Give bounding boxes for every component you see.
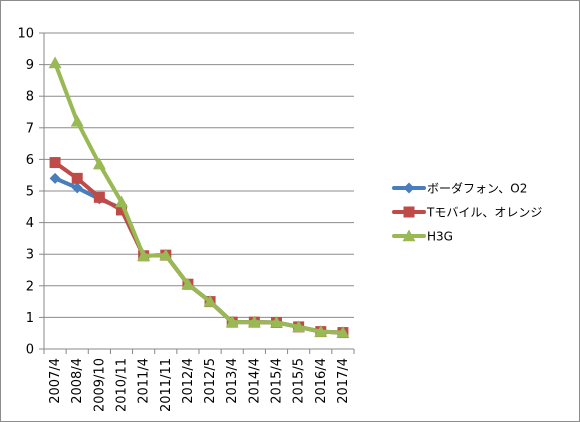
x-tick-label: 2007/4 — [48, 358, 63, 404]
x-tick-label: 2010/11 — [115, 358, 130, 412]
legend-entry-2: Tモバイル、オレンジ — [392, 206, 542, 220]
data-point — [181, 277, 195, 290]
x-tick-label: 2008/4 — [70, 358, 85, 404]
data-point — [116, 204, 127, 216]
y-tick-label: 1 — [26, 311, 34, 326]
x-tick-label: 2016/4 — [314, 358, 329, 404]
y-tick-label: 0 — [26, 343, 34, 358]
series-2 — [49, 157, 349, 339]
x-tick-label: 2013/4 — [225, 358, 240, 404]
y-tick-label: 5 — [26, 185, 34, 200]
legend-label: ボーダフォン、O2 — [427, 181, 527, 196]
x-tick-label: 2015/4 — [270, 358, 285, 404]
data-point — [49, 157, 61, 169]
y-tick-label: 10 — [17, 27, 34, 42]
x-tick-label: 2017/4 — [336, 358, 351, 404]
y-tick-label: 6 — [26, 153, 34, 168]
data-point — [92, 157, 106, 170]
data-point — [71, 172, 83, 184]
data-point — [225, 315, 239, 328]
y-tick-label: 8 — [26, 90, 34, 105]
data-point — [137, 249, 151, 261]
y-tick-label: 3 — [26, 248, 34, 263]
legend-marker — [403, 206, 415, 218]
data-point — [71, 182, 83, 194]
x-tick-label: 2011/11 — [159, 358, 174, 412]
y-tick-label: 4 — [26, 216, 34, 231]
data-point — [203, 295, 217, 307]
legend-entry-1: ボーダフォン、O2 — [392, 181, 527, 196]
data-point — [93, 191, 105, 203]
y-tick-label: 2 — [26, 279, 34, 294]
x-tick-label: 2015/5 — [292, 358, 307, 404]
legend-marker — [402, 229, 416, 242]
data-point — [115, 195, 128, 208]
data-point — [247, 315, 261, 328]
y-tick-label: 7 — [26, 121, 34, 136]
series-line — [53, 61, 345, 335]
legend-marker — [403, 182, 415, 194]
data-point — [49, 172, 61, 184]
series-3 — [48, 56, 350, 338]
x-tick-label: 2011/4 — [137, 358, 152, 404]
x-tick-label: 2009/10 — [92, 358, 107, 412]
data-point — [70, 114, 84, 127]
legend-label: Tモバイル、オレンジ — [426, 206, 542, 220]
series-line — [53, 160, 345, 335]
x-tick-label: 2014/4 — [247, 358, 262, 404]
data-point — [314, 325, 328, 337]
data-point — [270, 315, 283, 328]
y-tick-label: 9 — [26, 58, 34, 73]
data-point — [48, 56, 62, 69]
legend-entry-3: H3G — [392, 229, 453, 244]
x-tick-label: 2012/5 — [203, 358, 218, 404]
data-point — [159, 248, 173, 261]
x-tick-label: 2012/4 — [181, 358, 196, 404]
legend-label: H3G — [427, 230, 453, 244]
data-point — [292, 320, 306, 333]
data-point — [336, 326, 350, 338]
